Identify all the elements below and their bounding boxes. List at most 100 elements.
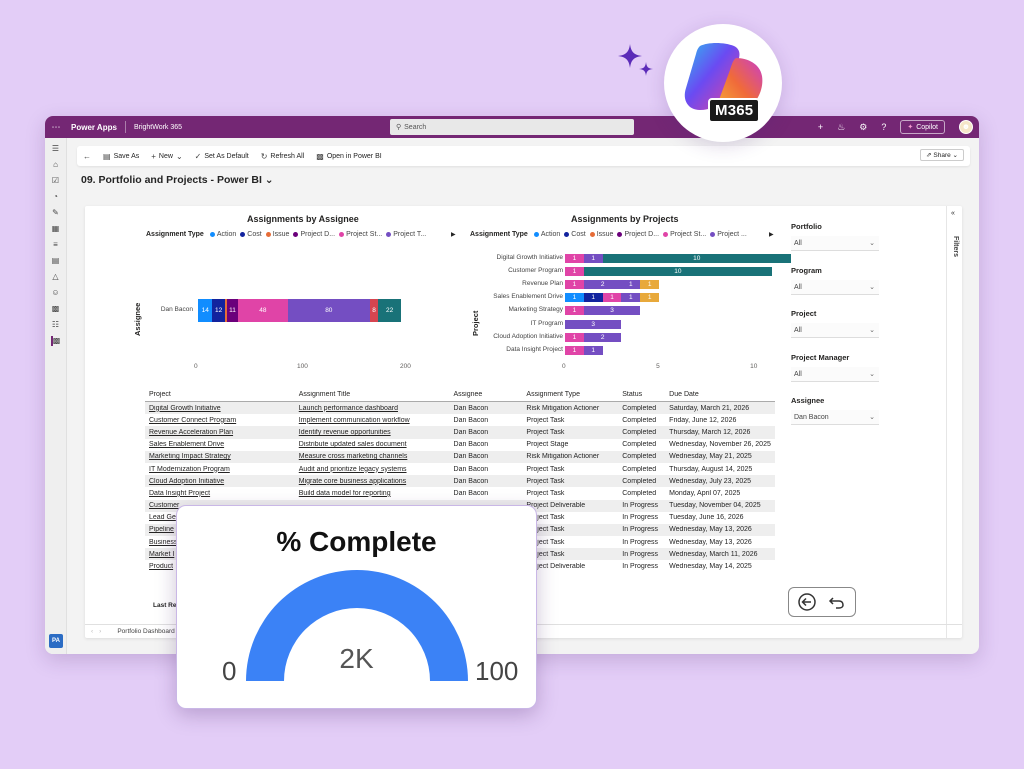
table-cell[interactable]: Data Insight Project [145,490,295,497]
table-cell[interactable]: Marketing Impact Strategy [145,453,295,460]
filter-dropdown[interactable]: All ⌄ [791,323,879,338]
cell-link[interactable]: IT Modernization Program [149,465,230,473]
bar-segment[interactable]: 10 [583,267,772,277]
bar-segment[interactable]: 1 [583,345,603,355]
bar-segment[interactable]: 14 [198,299,213,322]
cell-link[interactable]: Implement communication workflow [298,416,410,424]
back-circle-icon[interactable] [797,592,817,612]
filter-dropdown[interactable]: All ⌄ [791,236,879,251]
table-cell[interactable]: Cloud Adoption Initiative [145,478,295,485]
cell-link[interactable]: Customer [149,502,180,510]
cell-link[interactable]: Revenue Acceleration Plan [149,428,234,436]
tab-portfolio-dashboard[interactable]: Portfolio Dashboard [117,628,175,635]
bar-segment[interactable]: 1 [583,293,603,303]
table-cell[interactable]: Digital Growth Initiative [145,405,295,412]
table-cell[interactable]: Market I [145,551,295,558]
bar-segment[interactable]: 1 [602,293,622,303]
edit-icon[interactable]: ✎ [52,208,59,217]
bar-segment[interactable]: 3 [565,319,622,329]
legend-item[interactable]: Project St... [339,231,382,238]
hierarchy-icon[interactable]: ≡ [53,240,58,249]
people-icon[interactable]: ☺ [51,288,60,297]
home-icon[interactable]: ⌂ [53,160,58,169]
bar-segment[interactable]: 1 [640,280,660,290]
bar-segment[interactable]: 1 [621,293,641,303]
bar-segment[interactable]: 8 [370,299,379,322]
filters-pane[interactable]: « Filters [946,206,962,638]
save-as-button[interactable]: ▤ Save As [97,152,145,161]
set-default-button[interactable]: ✓ Set As Default [189,152,255,161]
add-icon[interactable]: + [817,122,824,132]
refresh-button[interactable]: ↻ Refresh All [255,152,311,161]
cell-link[interactable]: Data Insight Project [149,489,211,497]
table-cell[interactable]: Migrate core business applications [295,478,450,485]
cell-link[interactable]: Pipeline [149,526,174,534]
bar-segment[interactable]: 2 [583,332,622,342]
prev-page-icon[interactable]: ‹ [91,628,94,635]
column-header[interactable]: Assignment Type [526,391,580,398]
bar-segment[interactable]: 1 [565,293,584,303]
table-cell[interactable]: IT Modernization Program [145,466,295,473]
cell-link[interactable]: Marketing Impact Strategy [149,453,231,461]
legend-item[interactable]: Issue [589,231,613,238]
bar-segment[interactable]: 1 [640,293,660,303]
document-icon[interactable]: ▤ [51,256,60,265]
bar-segment[interactable]: 1 [565,254,584,263]
chart-icon[interactable]: ▩ [50,336,61,346]
cell-link[interactable]: Digital Growth Initiative [149,404,221,412]
table-cell[interactable]: Revenue Acceleration Plan [145,429,295,436]
cell-link[interactable]: Measure cross marketing channels [298,453,408,461]
org-icon[interactable]: ☷ [51,320,60,329]
filter-dropdown[interactable]: All ⌄ [791,279,879,295]
warning-icon[interactable]: △ [52,272,59,281]
cell-link[interactable]: Cloud Adoption Initiative [149,477,225,485]
table-cell[interactable]: Lead Ge [145,514,295,521]
gear-icon[interactable]: ⚙ [859,121,868,132]
table-cell[interactable]: Product [145,563,295,570]
cell-link[interactable]: Build data model for reporting [298,489,391,497]
table-cell[interactable]: Identify revenue opportunities [295,429,450,436]
table-cell[interactable]: Customer [145,502,295,509]
copilot-button[interactable]: ✦ Copilot [900,120,945,134]
share-button[interactable]: ⇗ Share ⌄ [920,149,964,161]
pie-icon[interactable]: ◔ [53,192,58,201]
legend-item[interactable]: Project D... [617,231,659,238]
filter-dropdown[interactable]: Dan Bacon ⌄ [791,410,879,425]
legend-item[interactable]: Cost [564,231,586,238]
app-name[interactable]: Power Apps [71,122,117,132]
legend-item[interactable]: Project D... [293,231,335,238]
next-page-icon[interactable]: › [99,628,102,635]
cell-link[interactable]: Customer Connect Program [149,416,237,424]
table-cell[interactable]: Business [145,539,295,546]
collapse-icon[interactable]: « [951,210,955,217]
column-header[interactable]: Project [149,391,171,398]
table-cell[interactable]: Measure cross marketing channels [295,453,450,460]
bar-segment[interactable]: 1 [565,345,584,355]
calendar-icon[interactable]: ▦ [51,224,60,233]
checkbox-icon[interactable]: ☑ [51,176,60,185]
filter-dropdown[interactable]: All ⌄ [791,366,879,382]
cell-link[interactable]: Identify revenue opportunities [298,428,391,436]
bar-segment[interactable]: 1 [565,267,584,277]
cell-link[interactable]: Lead Ge [149,514,176,522]
bar-segment[interactable]: 1 [583,254,603,263]
cell-link[interactable]: Distribute updated sales document [298,441,407,449]
page-title[interactable]: 09. Portfolio and Projects - Power BI ⌄ [81,174,274,186]
cell-link[interactable]: Launch performance dashboard [298,404,398,412]
legend-next-icon[interactable]: ▶ [451,232,456,238]
cell-link[interactable]: Product [149,563,174,571]
bar-segment[interactable]: 3 [583,306,641,316]
cell-link[interactable]: Sales Enablement Drive [149,441,225,449]
hamburger-icon[interactable]: ☰ [51,144,60,153]
bar-segment[interactable]: 1 [565,332,584,342]
bar-segment[interactable]: 1 [565,280,584,290]
legend-item[interactable]: Project ... [710,231,747,238]
cell-link[interactable]: Business [149,538,178,546]
table-cell[interactable]: Distribute updated sales document [295,441,450,448]
table-cell[interactable]: Build data model for reporting [295,490,450,497]
table-cell[interactable]: Sales Enablement Drive [145,441,295,448]
legend-item[interactable]: Action [533,231,560,238]
legend-item[interactable]: Cost [240,231,262,238]
legend-item[interactable]: Project T... [386,231,426,238]
table-cell[interactable]: Audit and prioritize legacy systems [295,466,450,473]
